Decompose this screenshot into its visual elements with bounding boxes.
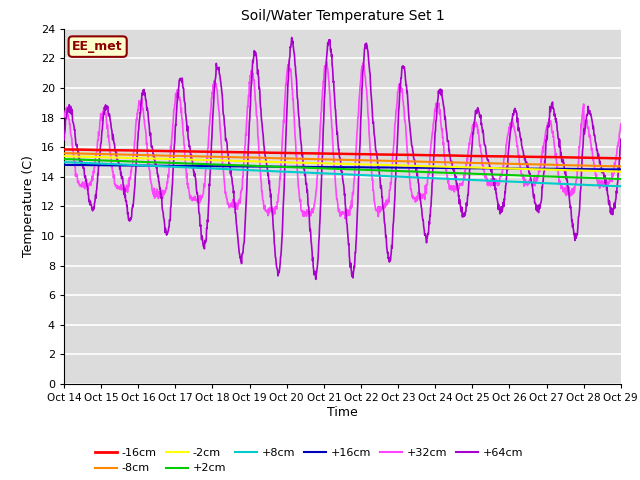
Title: Soil/Water Temperature Set 1: Soil/Water Temperature Set 1 [241, 10, 444, 24]
Legend: -16cm, -8cm, -2cm, +2cm, +8cm, +16cm, +32cm, +64cm: -16cm, -8cm, -2cm, +2cm, +8cm, +16cm, +3… [91, 444, 527, 478]
Y-axis label: Temperature (C): Temperature (C) [22, 156, 35, 257]
X-axis label: Time: Time [327, 406, 358, 419]
Text: EE_met: EE_met [72, 40, 123, 53]
